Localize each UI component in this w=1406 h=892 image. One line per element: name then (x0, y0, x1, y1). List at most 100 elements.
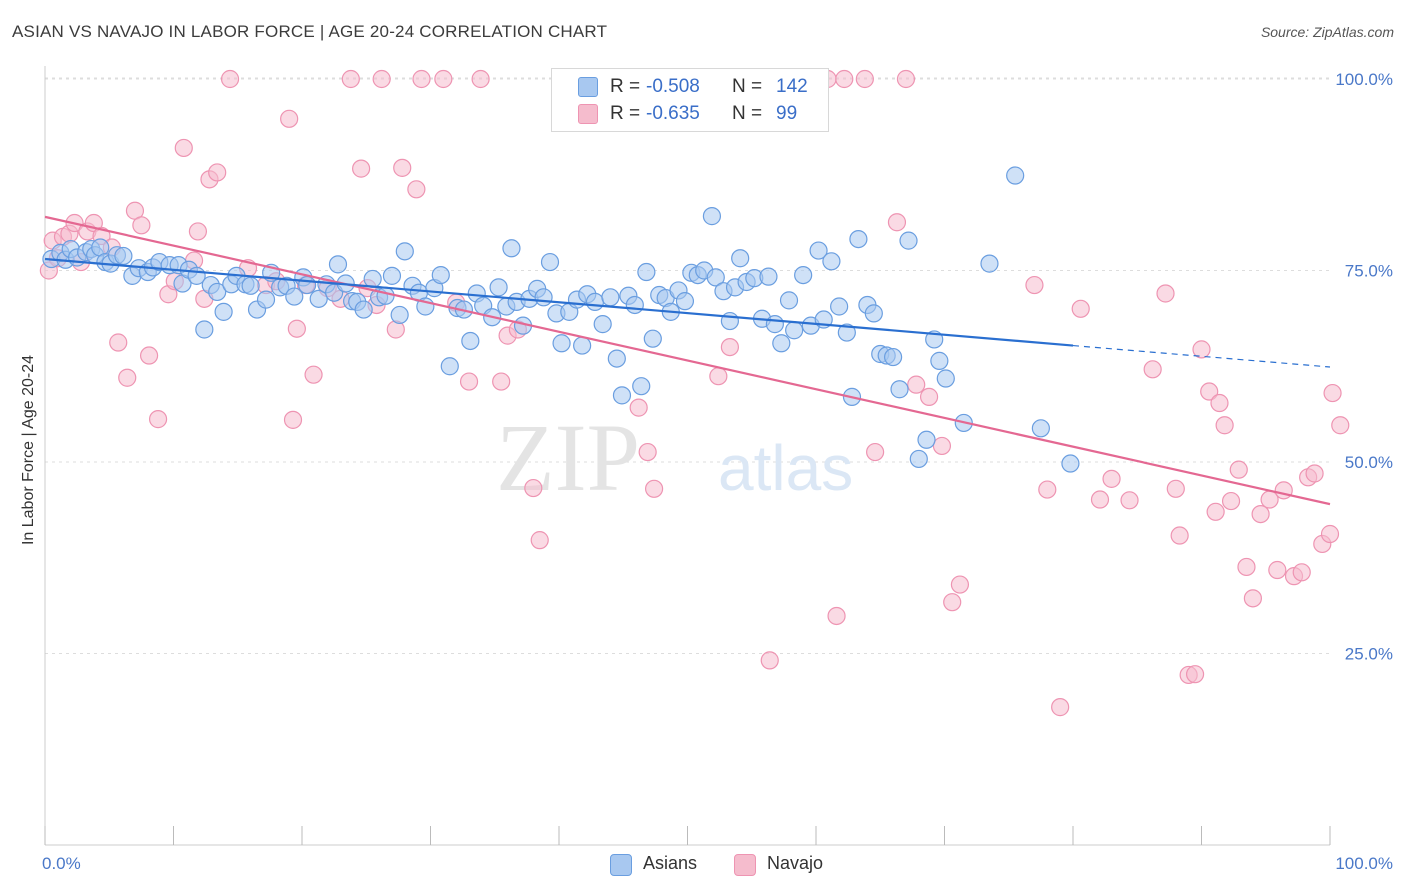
asian-point (612, 386, 632, 405)
asian-point (1031, 419, 1050, 438)
asian-point (440, 357, 459, 376)
asian-point (702, 207, 722, 226)
navajo-point (1331, 416, 1350, 435)
navajo-point (471, 69, 490, 89)
navajo-point (287, 319, 306, 338)
navajo-point (919, 387, 939, 406)
bottom-legend-swatch-navajo (734, 854, 756, 876)
navajo-point (393, 158, 412, 177)
navajo-point (629, 398, 648, 417)
asian-point (534, 288, 553, 307)
bottom-legend-asians: Asians (610, 852, 720, 876)
asian-point (208, 282, 227, 302)
navajo-point (118, 368, 137, 387)
y-tick-label: 75.0% (1345, 262, 1393, 281)
asian-point (114, 246, 133, 266)
navajo-point (188, 222, 208, 241)
navajo-point (1305, 464, 1324, 483)
navajo-point (943, 593, 962, 612)
asian-trend-line (44, 257, 1074, 347)
asian-point (241, 276, 260, 295)
navajo-points (39, 69, 1350, 717)
navajo-point (1051, 698, 1070, 717)
navajo-point (280, 109, 299, 128)
asian-point (607, 349, 626, 368)
navajo-point (412, 69, 431, 89)
navajo-point (530, 531, 549, 550)
asian-point (772, 334, 791, 353)
asian-point (552, 334, 571, 353)
legend-r-value: -0.508 (646, 76, 700, 97)
navajo-point (760, 651, 779, 670)
navajo-point (932, 436, 952, 456)
asian-point (502, 239, 521, 258)
navajo-point (492, 372, 511, 391)
navajo-point (1166, 479, 1185, 498)
bottom-legend-label-asians: Asians (643, 853, 698, 873)
asian-point (890, 380, 909, 399)
asian-point (759, 267, 778, 286)
asian-point (809, 241, 828, 260)
asian-point (489, 278, 508, 297)
navajo-point (1210, 393, 1229, 413)
legend-r-label: R = (610, 76, 641, 97)
y-tick-label: 25.0% (1345, 645, 1393, 664)
legend-swatch-asian (578, 77, 598, 97)
legend-n-label: N = (732, 103, 763, 124)
navajo-point (720, 338, 740, 357)
asian-point (195, 320, 214, 339)
asian-point (593, 315, 612, 334)
asian-point (256, 290, 276, 309)
asian-point (1061, 454, 1080, 473)
navajo-point (1215, 416, 1234, 435)
asian-point (376, 286, 395, 305)
legend-n-label: N = (732, 76, 763, 97)
asian-point (909, 449, 928, 469)
x-tick-label-min: 0.0% (42, 854, 81, 873)
asian-point (431, 265, 450, 285)
asian-point (382, 266, 402, 285)
navajo-point (524, 478, 543, 498)
navajo-trend-line (44, 215, 1331, 506)
navajo-point (1192, 340, 1211, 359)
legend-r-value: -0.635 (646, 103, 700, 124)
legend-swatch-navajo (578, 104, 598, 124)
x-tick-label-max: 100.0% (1335, 854, 1393, 873)
watermark-atlas: atlas (718, 432, 853, 504)
asian-point (883, 347, 903, 367)
asian-point (585, 292, 605, 312)
asian-point (395, 242, 414, 261)
asian-point (573, 336, 592, 355)
navajo-point (638, 442, 657, 462)
navajo-point (1200, 382, 1219, 401)
navajo-point (1206, 502, 1225, 521)
asian-point (837, 323, 856, 342)
navajo-point (866, 442, 885, 462)
navajo-point (1274, 481, 1293, 500)
navajo-point (132, 216, 151, 235)
navajo-point (1229, 460, 1248, 479)
legend-r-label: R = (610, 103, 641, 124)
navajo-point (1102, 469, 1121, 488)
navajo-point (341, 69, 360, 89)
navajo-point (644, 479, 664, 498)
legend-n-value: 142 (776, 76, 808, 97)
legend: R = -0.508 N = 142 R = -0.635 N = 99 (551, 68, 829, 132)
asian-point (1006, 166, 1025, 185)
watermark: ZIP atlas (496, 404, 853, 511)
asian-point (830, 297, 849, 316)
navajo-point (1143, 360, 1162, 379)
asian-point (706, 268, 725, 287)
navajo-point (434, 69, 453, 89)
navajo-point (1251, 504, 1270, 524)
asian-point (461, 331, 480, 351)
navajo-point (1237, 557, 1256, 577)
y-tick-label: 100.0% (1335, 70, 1393, 89)
asian-point (765, 315, 784, 334)
navajo-point (407, 180, 426, 199)
asian-point (779, 291, 799, 310)
asian-point (899, 231, 918, 250)
bottom-legend-navajo: Navajo (734, 852, 844, 876)
asian-point (637, 262, 656, 282)
